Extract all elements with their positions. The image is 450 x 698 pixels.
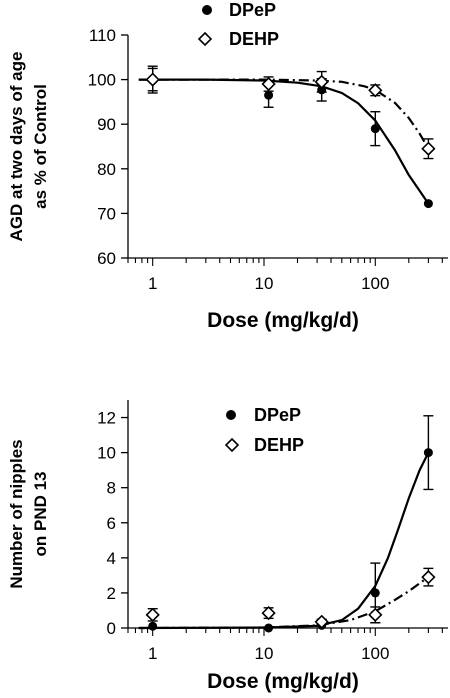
y-tick-label: 0 — [107, 619, 116, 638]
y-tick-label: 12 — [97, 409, 116, 428]
data-point-dehp — [421, 141, 436, 156]
data-point-dpep — [264, 90, 274, 100]
y-tick-label: 100 — [88, 71, 116, 90]
legend-marker-dehp — [197, 31, 213, 47]
y-tick-label: 4 — [107, 549, 116, 568]
x-tick-label: 10 — [255, 644, 274, 663]
fit-curve-dehp — [138, 78, 430, 150]
data-point-dpep — [148, 621, 158, 631]
data-point-dpep — [370, 124, 380, 134]
legend-marker-dehp — [224, 437, 240, 453]
y-tick-label: 110 — [89, 26, 116, 45]
y-tick-label: 60 — [97, 249, 116, 268]
x-axis-label: Dose (mg/kg/d) — [207, 670, 359, 693]
data-point-dehp — [314, 614, 329, 629]
data-point-dpep — [370, 588, 380, 598]
x-tick-label: 100 — [361, 644, 389, 663]
x-tick-label: 1 — [148, 644, 157, 663]
legend-label-dpep: DPeP — [254, 405, 301, 425]
legend-label-dehp: DEHP — [229, 29, 279, 49]
data-point-dehp — [145, 607, 160, 622]
data-point-dehp — [368, 83, 383, 98]
data-point-dehp — [368, 607, 383, 622]
series-dehp — [138, 567, 436, 630]
data-point-dehp — [314, 74, 329, 89]
y-tick-label: 6 — [107, 514, 116, 533]
x-tick-label: 100 — [361, 274, 389, 293]
legend-marker-dpep — [202, 5, 212, 15]
data-point-dehp — [421, 570, 436, 585]
series-dpep — [138, 65, 433, 209]
y-tick-label: 8 — [107, 479, 116, 498]
x-axis-label: Dose (mg/kg/d) — [207, 309, 359, 332]
y-axis-label: on PND 13 — [31, 471, 50, 556]
legend-label-dehp: DEHP — [254, 435, 304, 455]
legend-label-dpep: DPeP — [229, 0, 276, 20]
data-point-dehp — [261, 76, 276, 92]
y-axis-label: Number of nipples — [7, 439, 26, 588]
y-tick-label: 70 — [97, 204, 116, 223]
y-tick-label: 90 — [97, 115, 116, 134]
x-tick-label: 1 — [148, 274, 157, 293]
data-point-dpep — [423, 448, 433, 458]
series-dehp — [138, 67, 436, 160]
data-point-dehp — [145, 72, 160, 87]
y-tick-label: 2 — [107, 584, 116, 603]
legend-marker-dpep — [226, 410, 236, 420]
x-tick-label: 10 — [255, 274, 274, 293]
y-axis-label: as % of Control — [31, 84, 50, 209]
y-tick-label: 10 — [97, 444, 116, 463]
y-tick-label: 80 — [97, 160, 116, 179]
fit-curve-dehp — [138, 576, 430, 630]
y-axis-label: AGD at two days of age — [7, 52, 26, 242]
fit-curve-dpep — [138, 78, 430, 205]
fit-curve-dpep — [138, 452, 430, 630]
data-point-dehp — [261, 605, 276, 621]
data-point-dpep — [423, 199, 433, 209]
